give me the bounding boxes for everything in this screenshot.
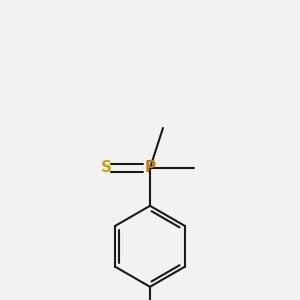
Text: P: P [144, 160, 156, 175]
Text: S: S [101, 160, 112, 175]
